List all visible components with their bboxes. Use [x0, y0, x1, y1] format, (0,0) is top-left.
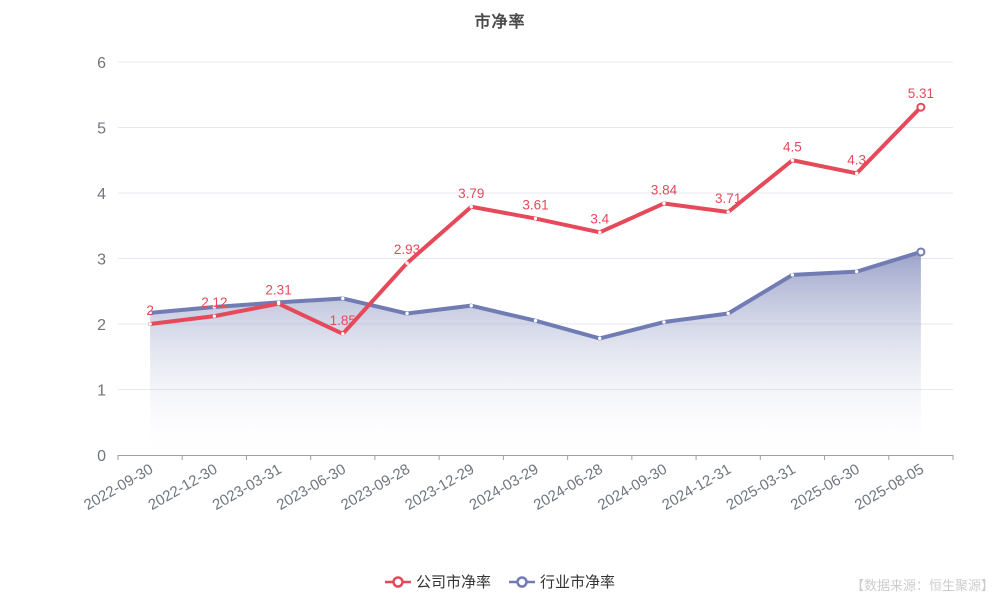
y-axis-tick-label: 1 — [97, 383, 106, 400]
data-point-marker — [916, 247, 926, 257]
data-point-marker — [726, 311, 730, 316]
x-axis-tick-label: 2023-06-30 — [274, 461, 349, 514]
x-axis-tick-label: 2022-09-30 — [81, 461, 156, 514]
x-axis — [117, 455, 954, 460]
data-point-marker — [405, 311, 409, 316]
chart-legend: 公司市净率 行业市净率 — [0, 571, 1000, 592]
data-point-label: 4.5 — [783, 139, 802, 154]
legend-item-label: 公司市净率 — [415, 574, 491, 591]
x-axis-tick-label: 2024-06-28 — [531, 461, 606, 514]
x-axis-tick-label: 2025-08-05 — [852, 461, 927, 514]
data-point-marker — [790, 158, 795, 162]
data-point-label: 1.85 — [330, 313, 356, 328]
y-axis-tick-label: 4 — [97, 186, 106, 203]
data-point-marker — [533, 216, 538, 221]
data-point-marker — [405, 261, 409, 265]
y-axis-tick-label: 0 — [97, 448, 106, 465]
x-axis-tick-label: 2025-03-31 — [723, 461, 798, 514]
data-point-marker — [276, 301, 281, 306]
data-point-label: 2.93 — [394, 242, 420, 257]
data-point-label: 3.61 — [522, 198, 548, 213]
data-point-marker — [662, 201, 666, 206]
data-point-label: 3.79 — [458, 186, 484, 201]
x-axis-tick-label: 2024-09-30 — [595, 461, 670, 514]
data-point-marker — [854, 269, 859, 274]
data-point-label: 3.71 — [715, 191, 741, 206]
data-point-label: 3.4 — [590, 211, 609, 226]
x-axis-tick-label: 2022-12-30 — [145, 461, 220, 514]
data-point-marker — [469, 303, 473, 308]
x-axis-tick-label: 2024-12-31 — [659, 461, 734, 514]
x-axis-tick-label: 2023-09-28 — [338, 461, 413, 514]
data-point-label: 2.31 — [265, 283, 291, 298]
data-source-note: 【数据来源：恒生聚源】 — [850, 578, 994, 593]
legend-item-label: 行业市净率 — [540, 574, 616, 591]
data-point-marker — [341, 332, 345, 336]
data-point-label: 4.3 — [847, 152, 866, 167]
data-point-label: 2.12 — [201, 295, 227, 310]
data-point-marker — [212, 305, 217, 309]
x-axis-tick-label: 2025-06-30 — [788, 461, 863, 514]
y-axis-tick-label: 3 — [97, 252, 106, 269]
data-point-marker — [598, 230, 602, 234]
y-axis-tick-label: 5 — [97, 121, 106, 138]
data-point-marker — [790, 273, 795, 277]
data-point-marker — [469, 205, 473, 209]
y-axis-tick-label: 6 — [97, 55, 106, 72]
x-axis-tick-label: 2024-03-29 — [467, 461, 542, 514]
legend-marker-icon — [384, 575, 411, 588]
data-point-label: 2 — [146, 303, 154, 318]
data-point-label: 3.84 — [651, 182, 678, 197]
data-point-marker — [212, 314, 217, 318]
data-point-marker — [533, 319, 538, 323]
data-point-marker — [726, 210, 730, 214]
legend-item-industry-pb[interactable]: 行业市净率 — [509, 571, 615, 592]
x-axis-labels: 2022-09-302022-12-302023-03-312023-06-30… — [81, 461, 927, 514]
data-point-marker — [598, 336, 602, 341]
data-point-marker — [148, 322, 152, 326]
data-point-marker — [854, 171, 859, 176]
data-point-marker — [916, 102, 926, 112]
data-point-label: 5.31 — [908, 86, 934, 101]
data-point-marker — [148, 311, 152, 315]
industry-pb-area — [150, 251, 921, 455]
chart-title: 市净率 — [474, 14, 526, 31]
x-axis-tick-label: 2023-03-31 — [210, 461, 285, 514]
legend-item-company-pb[interactable]: 公司市净率 — [384, 571, 491, 592]
data-point-marker — [662, 320, 666, 324]
data-point-marker — [341, 296, 345, 301]
legend-marker-icon — [509, 575, 535, 588]
x-axis-tick-label: 2023-12-29 — [402, 461, 477, 514]
y-axis-tick-label: 2 — [97, 317, 106, 334]
